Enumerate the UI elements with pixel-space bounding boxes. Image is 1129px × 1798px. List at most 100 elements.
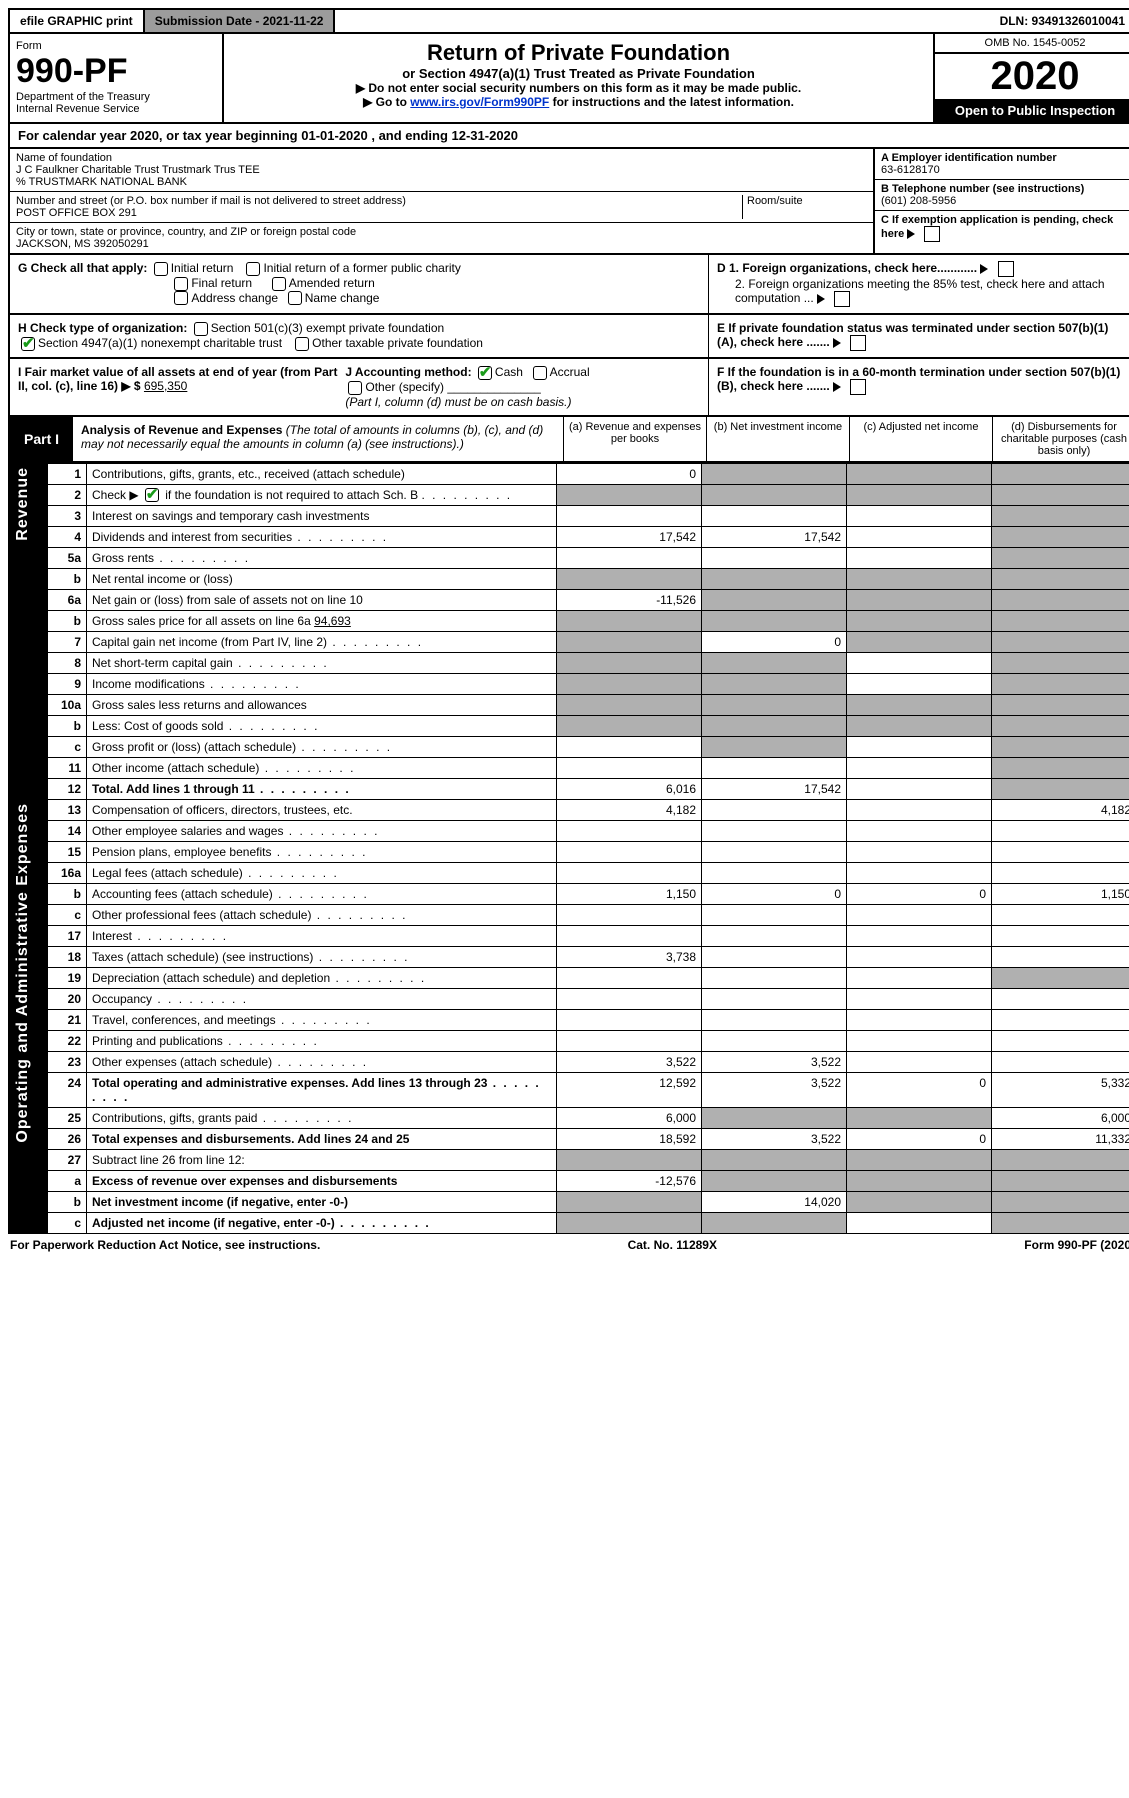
d2-checkbox[interactable] — [834, 291, 850, 307]
table-row: 16aLegal fees (attach schedule) — [9, 863, 1129, 884]
exemption-pending-label: C If exemption application is pending, c… — [881, 214, 1113, 240]
cat-no: Cat. No. 11289X — [628, 1238, 717, 1252]
table-row: 24Total operating and administrative exp… — [9, 1073, 1129, 1108]
table-row: 20Occupancy — [9, 989, 1129, 1010]
table-row: 26Total expenses and disbursements. Add … — [9, 1129, 1129, 1150]
e-checkbox[interactable] — [850, 335, 866, 351]
paperwork-notice: For Paperwork Reduction Act Notice, see … — [10, 1238, 320, 1252]
g-and-d-row: G Check all that apply: Initial return I… — [8, 255, 1129, 315]
phone-value: (601) 208-5956 — [881, 195, 1129, 207]
e-label: E If private foundation status was termi… — [717, 321, 1108, 349]
d2-label: 2. Foreign organizations meeting the 85%… — [735, 277, 1105, 305]
exemption-checkbox[interactable] — [924, 226, 940, 242]
final-return-checkbox[interactable] — [174, 277, 188, 291]
arrow-icon — [833, 338, 841, 348]
s4947-checkbox[interactable] — [21, 337, 35, 351]
revenue-side-label: Revenue — [14, 467, 32, 541]
form-header: Form 990-PF Department of the Treasury I… — [8, 34, 1129, 124]
table-row: aExcess of revenue over expenses and dis… — [9, 1171, 1129, 1192]
tax-year: 2020 — [935, 54, 1129, 99]
table-row: 18Taxes (attach schedule) (see instructi… — [9, 947, 1129, 968]
expenses-side-label: Operating and Administrative Expenses — [14, 803, 32, 1143]
table-row: 9Income modifications — [9, 674, 1129, 695]
form-number: 990-PF — [16, 52, 216, 91]
open-to-public: Open to Public Inspection — [935, 99, 1129, 122]
form-ref: Form 990-PF (2020) — [1024, 1238, 1129, 1252]
table-row: 22Printing and publications — [9, 1031, 1129, 1052]
table-row: cOther professional fees (attach schedul… — [9, 905, 1129, 926]
efile-print-button[interactable]: efile GRAPHIC print — [10, 10, 145, 32]
table-row: 10aGross sales less returns and allowanc… — [9, 695, 1129, 716]
table-row: 5aGross rents — [9, 548, 1129, 569]
other-taxable-checkbox[interactable] — [295, 337, 309, 351]
table-row: 15Pension plans, employee benefits — [9, 842, 1129, 863]
arrow-icon — [817, 294, 825, 304]
col-b-header: (b) Net investment income — [706, 417, 849, 461]
address-label: Number and street (or P.O. box number if… — [16, 195, 742, 207]
table-row: 23Other expenses (attach schedule)3,5223… — [9, 1052, 1129, 1073]
irs-link[interactable]: www.irs.gov/Form990PF — [410, 95, 549, 109]
accrual-checkbox[interactable] — [533, 366, 547, 380]
part1-label: Part I — [10, 417, 73, 461]
dln: DLN: 93491326010041 — [990, 10, 1129, 32]
no-ssn-warning: ▶ Do not enter social security numbers o… — [234, 81, 923, 95]
d1-label: D 1. Foreign organizations, check here..… — [717, 261, 977, 275]
part1-header: Part I Analysis of Revenue and Expenses … — [8, 417, 1129, 463]
submission-date: Submission Date - 2021-11-22 — [145, 10, 336, 32]
f-checkbox[interactable] — [850, 379, 866, 395]
f-label: F If the foundation is in a 60-month ter… — [717, 365, 1120, 393]
schb-checkbox[interactable] — [145, 488, 159, 502]
form-title: Return of Private Foundation — [234, 40, 923, 66]
amended-return-checkbox[interactable] — [272, 277, 286, 291]
table-row: Revenue 1Contributions, gifts, grants, e… — [9, 463, 1129, 484]
ein-label: A Employer identification number — [881, 152, 1129, 164]
city-value: JACKSON, MS 392050291 — [16, 238, 867, 250]
table-row: bLess: Cost of goods sold — [9, 716, 1129, 737]
foundation-name: J C Faulkner Charitable Trust Trustmark … — [16, 164, 867, 176]
col-d-header: (d) Disbursements for charitable purpose… — [992, 417, 1129, 461]
table-row: 2 Check ▶ if the foundation is not requi… — [9, 484, 1129, 506]
table-row: 14Other employee salaries and wages — [9, 821, 1129, 842]
other-method-checkbox[interactable] — [348, 381, 362, 395]
topbar: efile GRAPHIC print Submission Date - 20… — [8, 8, 1129, 34]
table-row: Operating and Administrative Expenses 13… — [9, 800, 1129, 821]
calendar-year-row: For calendar year 2020, or tax year begi… — [8, 124, 1129, 149]
i-j-f-row: I Fair market value of all assets at end… — [8, 359, 1129, 417]
form-label: Form — [16, 40, 216, 52]
col-c-header: (c) Adjusted net income — [849, 417, 992, 461]
table-row: 19Depreciation (attach schedule) and dep… — [9, 968, 1129, 989]
j-label: J Accounting method: — [345, 365, 471, 379]
phone-label: B Telephone number (see instructions) — [881, 183, 1129, 195]
col-a-header: (a) Revenue and expenses per books — [563, 417, 706, 461]
table-row: cGross profit or (loss) (attach schedule… — [9, 737, 1129, 758]
name-label: Name of foundation — [16, 152, 867, 164]
fmv-value: 695,350 — [144, 379, 187, 393]
initial-return-checkbox[interactable] — [154, 262, 168, 276]
table-row: bNet rental income or (loss) — [9, 569, 1129, 590]
omb-number: OMB No. 1545-0052 — [935, 34, 1129, 54]
part1-title: Analysis of Revenue and Expenses — [81, 423, 282, 437]
cash-basis-note: (Part I, column (d) must be on cash basi… — [345, 395, 571, 409]
table-row: 11Other income (attach schedule) — [9, 758, 1129, 779]
table-row: bNet investment income (if negative, ent… — [9, 1192, 1129, 1213]
irs-label: Internal Revenue Service — [16, 103, 216, 115]
address-change-checkbox[interactable] — [174, 291, 188, 305]
table-row: 7Capital gain net income (from Part IV, … — [9, 632, 1129, 653]
name-change-checkbox[interactable] — [288, 291, 302, 305]
table-row: 3Interest on savings and temporary cash … — [9, 506, 1129, 527]
table-row: 12Total. Add lines 1 through 116,01617,5… — [9, 779, 1129, 800]
form-subtitle: or Section 4947(a)(1) Trust Treated as P… — [234, 66, 923, 81]
care-of: % TRUSTMARK NATIONAL BANK — [16, 176, 867, 188]
address: POST OFFICE BOX 291 — [16, 207, 742, 219]
h-and-e-row: H Check type of organization: Section 50… — [8, 315, 1129, 359]
d1-checkbox[interactable] — [998, 261, 1014, 277]
table-row: 8Net short-term capital gain — [9, 653, 1129, 674]
room-suite-label: Room/suite — [742, 195, 867, 219]
initial-former-checkbox[interactable] — [246, 262, 260, 276]
s501-checkbox[interactable] — [194, 322, 208, 336]
cash-checkbox[interactable] — [478, 366, 492, 380]
part1-table: Revenue 1Contributions, gifts, grants, e… — [8, 463, 1129, 1235]
ein-value: 63-6128170 — [881, 164, 1129, 176]
goto-instructions: ▶ Go to www.irs.gov/Form990PF for instru… — [234, 95, 923, 109]
arrow-icon — [833, 382, 841, 392]
